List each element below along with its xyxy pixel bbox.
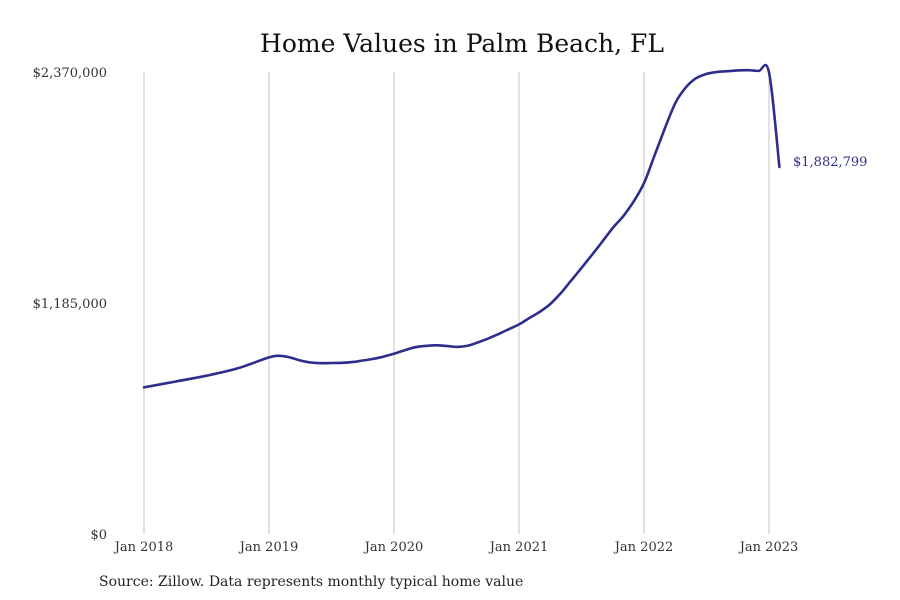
- x-tick-label: Jan 2022: [613, 540, 674, 555]
- x-tick-label: Jan 2019: [238, 540, 299, 555]
- x-tick-label: Jan 2021: [488, 540, 549, 555]
- series-line-home-value: [142, 63, 781, 389]
- chart-title: Home Values in Palm Beach, FL: [260, 29, 664, 58]
- x-axis-tick-labels: Jan 2018 Jan 2019 Jan 2020 Jan 2021 Jan 2022…: [113, 540, 799, 555]
- y-axis-tick-labels: $0 $1,185,000 $2,370,000: [33, 66, 107, 543]
- x-tick-label: Jan 2018: [113, 540, 174, 555]
- y-tick-label: $0: [90, 528, 107, 543]
- y-tick-label: $2,370,000: [33, 66, 107, 81]
- y-tick-label: $1,185,000: [33, 297, 107, 312]
- x-tick-label: Jan 2020: [363, 540, 424, 555]
- source-note: Source: Zillow. Data represents monthly …: [99, 574, 523, 590]
- x-tick-label: Jan 2023: [738, 540, 799, 555]
- end-value-label: $1,882,799: [793, 155, 867, 170]
- gridlines: [143, 72, 770, 534]
